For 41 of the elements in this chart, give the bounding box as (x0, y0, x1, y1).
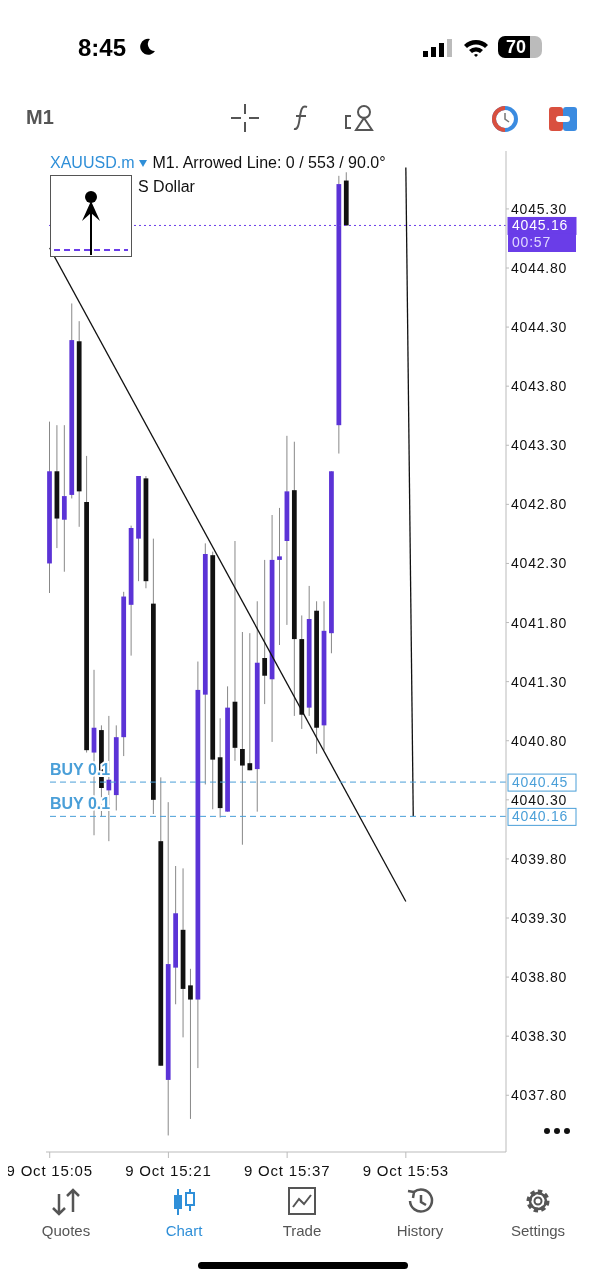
annotation: S Dollar (138, 178, 195, 196)
candlestick (262, 559, 268, 705)
x-tick-label: 9 Oct 15:53 (362, 1162, 450, 1179)
x-tick-label: 9 Oct 15:05 (6, 1162, 93, 1179)
y-tick-label: 4037.80 (511, 1087, 568, 1104)
y-tick-label: 4038.80 (511, 969, 568, 986)
candlestick (240, 631, 245, 846)
text: 4040.45 (512, 774, 569, 791)
candlestick (247, 632, 253, 771)
y-tick-label: 4038.30 (511, 1028, 568, 1045)
text: 00:57 (512, 234, 552, 251)
y-tick-label: 4044.30 (511, 319, 568, 336)
x-tick-label: 9 Oct 15:37 (243, 1162, 331, 1179)
text: History (395, 1222, 445, 1239)
text: M1 (26, 106, 54, 129)
text: Trade (281, 1222, 323, 1239)
text: 4040.16 (512, 808, 569, 825)
y-tick-label: 4042.30 (511, 555, 568, 572)
candlestick (188, 968, 193, 1120)
y-tick-label: 4043.80 (511, 378, 568, 395)
candlestick (277, 507, 282, 646)
y-tick-label: 4041.30 (511, 673, 568, 690)
text: 4045.16 (512, 217, 569, 234)
text: Quotes (40, 1222, 92, 1239)
y-tick-label: 4042.80 (511, 496, 568, 513)
text: Settings (509, 1222, 567, 1239)
chart-subtitle: M1. Arrowed Line: 0 / 553 / 90.0° (152, 154, 386, 172)
text: Chart (164, 1222, 204, 1239)
y-tick-label: 4045.30 (511, 200, 568, 217)
x-tick-label: 9 Oct 15:21 (125, 1162, 212, 1179)
y-tick-label: 4043.30 (511, 437, 568, 454)
y-tick-label: 4039.80 (511, 850, 568, 867)
y-tick-label: 4044.80 (511, 259, 568, 276)
y-tick-label: 4040.30 (511, 791, 568, 808)
text: 8:45 (78, 34, 127, 62)
chart-title: XAUUSD.m (50, 154, 135, 172)
candlestick (61, 424, 67, 573)
y-tick-label: 4041.80 (511, 614, 568, 631)
text: 70 (506, 37, 527, 58)
y-tick-label: 4039.30 (511, 909, 568, 926)
y-tick-label: 4040.80 (511, 732, 568, 749)
